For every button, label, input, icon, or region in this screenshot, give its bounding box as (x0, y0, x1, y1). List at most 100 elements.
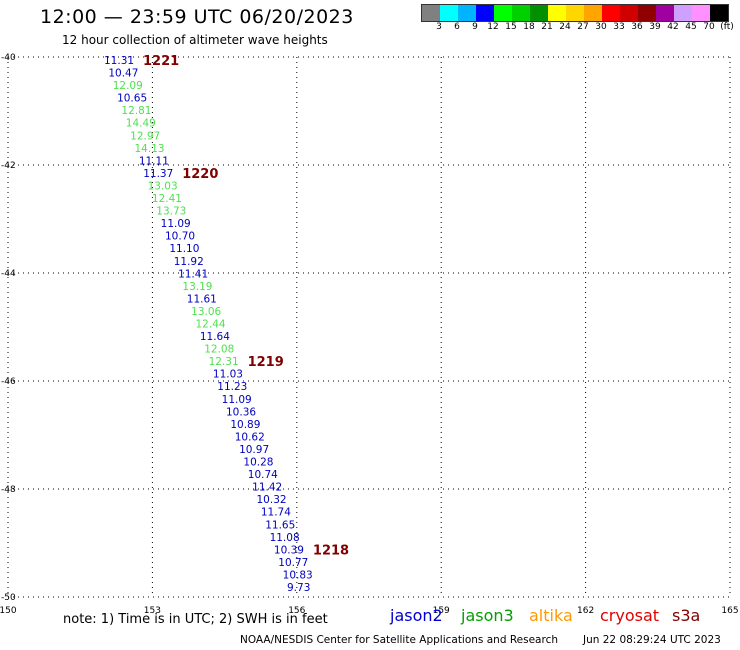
swh-value: 11.09 (222, 394, 252, 406)
legend-swatch (620, 5, 638, 21)
lon-tick-label: 165 (721, 606, 738, 616)
legend-label: (ft) (720, 22, 734, 32)
legend-swatch (584, 5, 602, 21)
swh-value: 12.97 (130, 130, 160, 142)
lon-tick-label: 162 (577, 606, 594, 616)
swh-value: 14.13 (135, 143, 165, 155)
legend-swatch (638, 5, 656, 21)
swh-value: 11.64 (200, 331, 230, 343)
graticule (7, 56, 731, 598)
legend-label: 6 (454, 22, 460, 32)
swh-value: 12.09 (113, 80, 143, 92)
legend-swatch (548, 5, 566, 21)
swh-value: 11.08 (270, 532, 300, 544)
time-label: 1221 (143, 54, 179, 69)
color-legend (421, 4, 729, 22)
swh-value: 11.42 (252, 482, 282, 494)
swh-value: 11.31 (104, 55, 134, 67)
credit-text: NOAA/NESDIS Center for Satellite Applica… (240, 634, 558, 646)
swh-value: 13.19 (182, 281, 212, 293)
lon-tick-label: 150 (0, 606, 17, 616)
legend-swatch (656, 5, 674, 21)
legend-swatch (458, 5, 476, 21)
swh-value: 14.49 (126, 118, 156, 130)
lon-tick-label: 159 (433, 606, 450, 616)
satellite-label: altika (529, 606, 573, 625)
satellite-label: jason2 (390, 606, 443, 625)
swh-value: 11.37 (143, 168, 173, 180)
generated-timestamp: Jun 22 08:29:24 UTC 2023 (583, 634, 721, 646)
swh-value: 11.23 (217, 381, 247, 393)
legend-swatch (692, 5, 710, 21)
swh-value: 11.03 (213, 369, 243, 381)
swh-value: 12.44 (196, 319, 226, 331)
swh-value: 10.47 (108, 68, 138, 80)
swh-value: 11.11 (139, 155, 169, 167)
legend-label: 45 (685, 22, 697, 32)
swh-value: 10.39 (274, 544, 304, 556)
legend-label: 30 (595, 22, 607, 32)
swh-value: 9.73 (287, 582, 310, 594)
lat-tick-label: -40 (1, 53, 16, 63)
legend-swatch (710, 5, 728, 21)
swh-labels: 11.3110.4712.0910.6512.8114.4912.9714.13… (104, 55, 313, 594)
legend-label: 42 (667, 22, 679, 32)
legend-swatch (440, 5, 458, 21)
legend-swatch (476, 5, 494, 21)
legend-label: 39 (649, 22, 661, 32)
legend-swatch (494, 5, 512, 21)
swh-value: 11.10 (169, 243, 199, 255)
legend-label: 70 (703, 22, 715, 32)
legend-swatch (566, 5, 584, 21)
swh-value: 10.89 (230, 419, 260, 431)
legend-swatch (674, 5, 692, 21)
swh-value: 11.41 (178, 268, 208, 280)
swh-value: 12.41 (152, 193, 182, 205)
legend-label: 36 (631, 22, 643, 32)
swh-value: 13.73 (156, 206, 186, 218)
swh-value: 10.28 (243, 457, 273, 469)
legend-label: 12 (487, 22, 499, 32)
swh-value: 12.31 (209, 356, 239, 368)
time-labels: 1221 1220 1219 1218 (143, 54, 349, 558)
legend-label: 18 (523, 22, 535, 32)
satellite-label: s3a (672, 606, 701, 625)
legend-label: 24 (559, 22, 571, 32)
page-title: 12:00 — 23:59 UTC 06/20/2023 (40, 6, 354, 28)
swh-value: 11.09 (161, 218, 191, 230)
legend-swatch (512, 5, 530, 21)
time-label: 1219 (248, 355, 284, 370)
swh-value: 11.74 (261, 507, 291, 519)
time-label: 1220 (182, 167, 218, 182)
swh-value: 10.97 (239, 444, 269, 456)
lat-tick-label: -50 (1, 593, 16, 603)
page-subtitle: 12 hour collection of altimeter wave hei… (62, 33, 328, 47)
legend-label: 21 (541, 22, 553, 32)
legend-label: 33 (613, 22, 625, 32)
legend-label: 9 (472, 22, 478, 32)
legend-swatch (422, 5, 440, 21)
swh-value: 13.03 (148, 180, 178, 192)
lat-tick-label: -48 (1, 485, 16, 495)
legend-swatch (602, 5, 620, 21)
time-label: 1218 (313, 543, 349, 558)
swh-value: 12.08 (204, 344, 234, 356)
swh-value: 10.83 (283, 569, 313, 581)
swh-value: 10.70 (165, 231, 195, 243)
swh-value: 10.74 (248, 469, 278, 481)
swh-value: 10.36 (226, 406, 256, 418)
lat-tick-label: -42 (1, 161, 16, 171)
lat-tick-label: -44 (1, 269, 16, 279)
swh-value: 11.61 (187, 293, 217, 305)
lon-tick-label: 153 (144, 606, 161, 616)
footer-note: note: 1) Time is in UTC; 2) SWH is in fe… (63, 612, 328, 627)
satellite-label: jason3 (461, 606, 514, 625)
legend-label: 3 (436, 22, 442, 32)
legend-label: 27 (577, 22, 589, 32)
swh-value: 11.65 (265, 519, 295, 531)
swh-value: 10.65 (117, 93, 147, 105)
legend-swatch (530, 5, 548, 21)
axis-ticks: 150 153 156 159 162 165 -40 -42 -44 -46 -48 -50 (0, 53, 739, 616)
